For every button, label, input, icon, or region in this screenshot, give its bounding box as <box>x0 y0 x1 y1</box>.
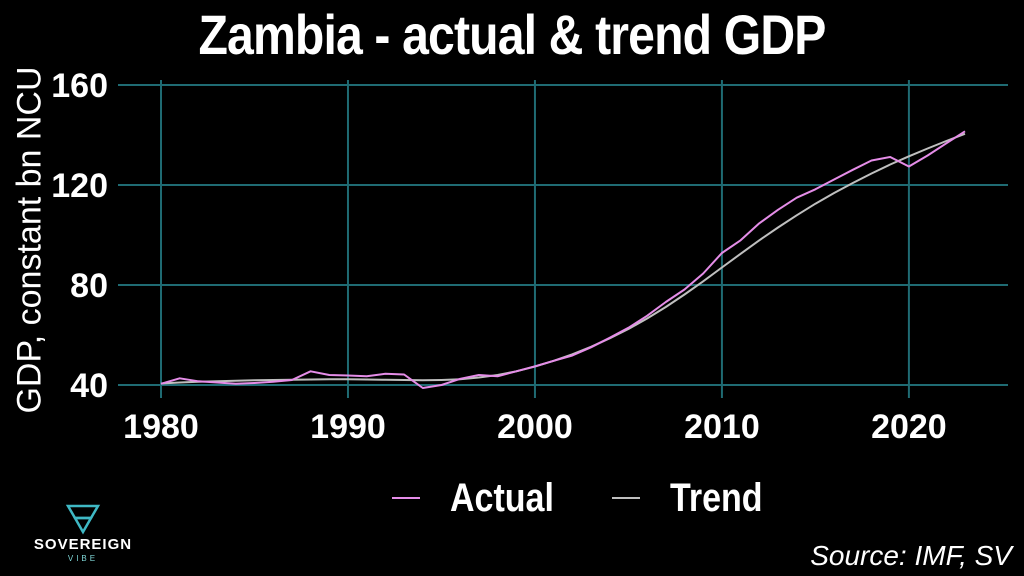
x-tick-label-2020: 2020 <box>871 408 947 446</box>
series-line-actual <box>160 130 966 389</box>
y-tick-label-40: 40 <box>70 367 108 405</box>
y-tick-label-120: 120 <box>51 167 108 205</box>
series-line-trend <box>160 132 966 385</box>
legend-label-trend: Trend <box>670 475 763 520</box>
x-tick-label-1980: 1980 <box>123 408 199 446</box>
legend-swatch-trend <box>612 497 640 499</box>
logo-subtitle: VIBE <box>67 554 99 563</box>
source-note: Source: IMF, SV <box>810 540 1012 571</box>
sovereign-vibe-logo-icon <box>65 504 101 535</box>
legend-item-actual: Actual <box>392 470 572 526</box>
x-tick-label-2010: 2010 <box>684 408 760 446</box>
x-tick-label-1990: 1990 <box>310 408 386 446</box>
sovereign-vibe-logo: SOVEREIGN VIBE <box>28 500 138 568</box>
y-tick-label-80: 80 <box>70 267 108 305</box>
logo-name: SOVEREIGN <box>33 536 133 553</box>
legend-swatch-actual <box>392 497 420 499</box>
legend-item-trend: Trend <box>612 470 779 526</box>
x-tick-label-2000: 2000 <box>497 408 573 446</box>
legend-label-actual: Actual <box>450 475 554 520</box>
chart-legend: Actual Trend <box>0 470 1024 526</box>
chart-title: Zambia - actual & trend GDP <box>198 3 826 66</box>
y-tick-label-160: 160 <box>51 67 108 105</box>
